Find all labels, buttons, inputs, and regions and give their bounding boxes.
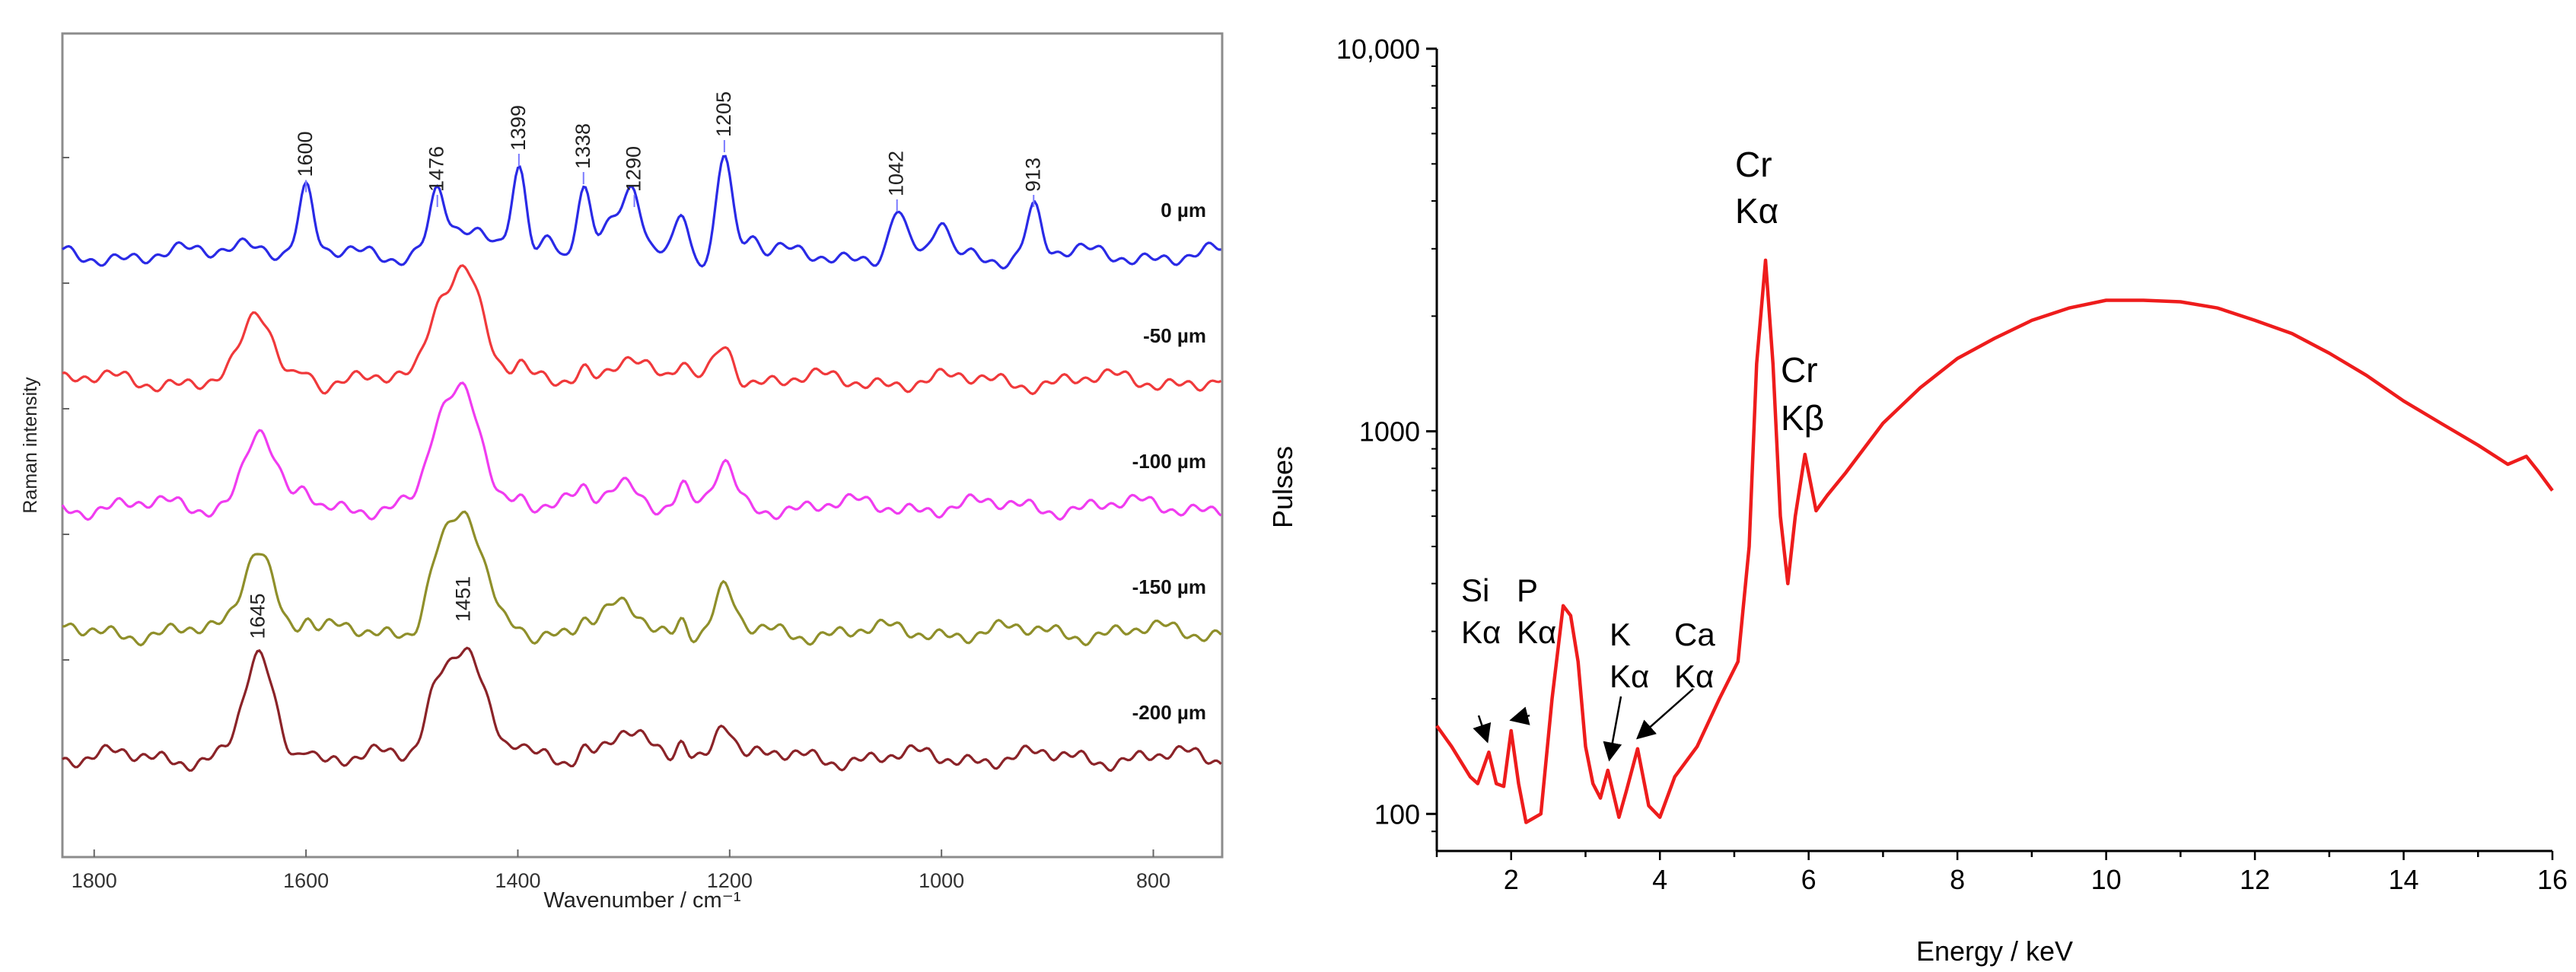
xrf-annotation-arrow xyxy=(1473,715,1492,744)
raman-peak-label: 1399 xyxy=(507,105,530,151)
raman-peak-label: 1338 xyxy=(572,123,594,169)
xrf-peak-annotation-line: Kα xyxy=(1674,658,1714,694)
raman-chart: 1800 1600 1400 1200 1000 800 1600 1476 1399 1338… xyxy=(20,32,1224,913)
xrf-y-axis-label: Pulses xyxy=(1267,446,1298,528)
xrf-chart: 100 1000 10,000 2 4 6 8 10 12 14 16 Si Kα P Kα K Kα Ca K… xyxy=(1267,33,2568,967)
raman-series-label: 0 µm xyxy=(1161,199,1206,221)
xrf-peak-annotation-element: K xyxy=(1610,617,1631,652)
raman-x-tick-label: 1400 xyxy=(495,869,540,892)
xrf-annotation-arrow xyxy=(1509,706,1530,725)
raman-peak-label: 1042 xyxy=(885,151,908,196)
raman-series-label: -50 µm xyxy=(1143,324,1206,347)
raman-peak-label: 1600 xyxy=(294,131,317,177)
xrf-peak-annotation-line: Kβ xyxy=(1781,398,1824,438)
raman-x-tick-label: 1600 xyxy=(283,869,329,892)
xrf-x-tick-label: 10 xyxy=(2091,864,2122,895)
raman-x-tick-label: 1200 xyxy=(707,869,753,892)
xrf-peak-annotation-element: P xyxy=(1517,572,1538,608)
xrf-peak-annotation-line: Kα xyxy=(1610,658,1649,694)
raman-y-axis-label: Raman intensity xyxy=(20,377,41,514)
raman-series-line xyxy=(62,510,1222,647)
raman-peak-label: 1645 xyxy=(246,593,269,639)
xrf-annotation-arrow xyxy=(1636,688,1694,740)
xrf-x-tick-label: 14 xyxy=(2389,864,2419,895)
raman-x-tick-label: 1000 xyxy=(919,869,964,892)
xrf-spectrum-line xyxy=(1435,258,2554,824)
raman-peak-label: 1290 xyxy=(623,146,645,192)
raman-series-label: -100 µm xyxy=(1132,450,1206,473)
raman-plot-frame xyxy=(61,32,1224,859)
raman-x-axis-label: Wavenumber / cm⁻¹ xyxy=(543,888,741,913)
xrf-x-tick-label: 16 xyxy=(2537,864,2568,895)
xrf-x-tick-label: 6 xyxy=(1801,864,1817,895)
xrf-y-tick-label: 1000 xyxy=(1359,416,1420,448)
xrf-peak-annotation-element: Cr xyxy=(1735,145,1772,184)
raman-series-label: -200 µm xyxy=(1132,701,1206,724)
raman-peak-label: 1451 xyxy=(451,576,474,622)
raman-x-tick-label: 800 xyxy=(1136,869,1170,892)
raman-series-line xyxy=(61,381,1222,521)
xrf-peak-annotation-line: Kα xyxy=(1461,614,1501,650)
raman-x-tick-label: 1800 xyxy=(72,869,117,892)
xrf-x-tick-label: 8 xyxy=(1950,864,1965,895)
raman-series-line xyxy=(62,155,1221,270)
xrf-x-tick-label: 4 xyxy=(1652,864,1667,895)
xrf-peak-annotation-element: Ca xyxy=(1674,617,1715,652)
xrf-y-tick-label: 10,000 xyxy=(1336,33,1420,65)
raman-peak-label: 1476 xyxy=(425,146,448,192)
raman-series-line xyxy=(62,646,1222,773)
xrf-x-axis-label: Energy / keV xyxy=(1916,935,2073,967)
xrf-peak-annotation-element: Si xyxy=(1461,572,1489,608)
raman-peak-label: 1205 xyxy=(712,91,735,137)
xrf-peak-annotation-element: Cr xyxy=(1781,350,1818,390)
xrf-peak-annotation-line: Kα xyxy=(1735,191,1778,231)
raman-series-line xyxy=(62,264,1222,396)
xrf-annotation-arrow xyxy=(1603,696,1622,762)
xrf-x-tick-label: 2 xyxy=(1504,864,1519,895)
xrf-x-tick-label: 12 xyxy=(2240,864,2270,895)
raman-peak-label: 913 xyxy=(1021,158,1044,192)
raman-series-label: -150 µm xyxy=(1132,575,1206,598)
xrf-y-tick-label: 100 xyxy=(1374,798,1420,830)
xrf-peak-annotation-line: Kα xyxy=(1517,614,1556,650)
